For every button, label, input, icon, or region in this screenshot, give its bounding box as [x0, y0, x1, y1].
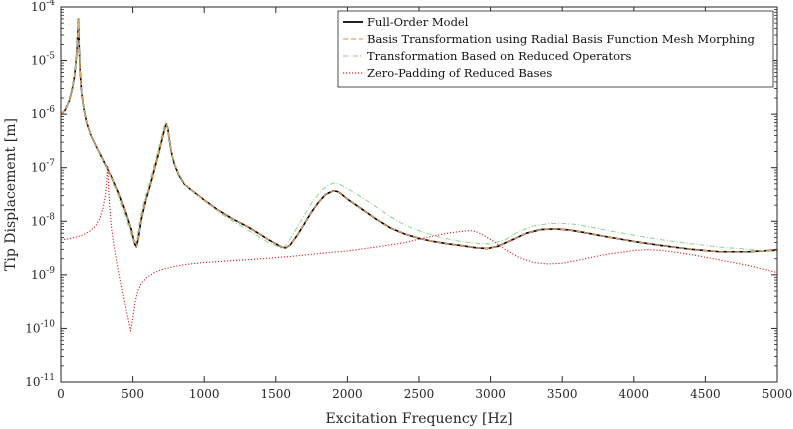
legend: Full-Order Model Basis Transformation usi… — [337, 10, 774, 88]
x-axis-ticks: 0 500 1000 1500 2000 2500 3000 3500 4000 4500 5000 — [57, 7, 792, 401]
x-tick-label: 2500 — [404, 387, 435, 401]
y-tick-label: 10-8 — [31, 212, 55, 228]
x-tick-label: 4500 — [690, 387, 721, 401]
y-tick-label: 10-4 — [31, 0, 55, 14]
x-tick-label: 1500 — [261, 387, 292, 401]
x-axis-label: Excitation Frequency [Hz] — [325, 411, 512, 427]
legend-items: Full-Order Model Basis Transformation usi… — [343, 15, 755, 80]
series-line-4 — [60, 164, 778, 332]
y-tick-label: 10-7 — [31, 159, 55, 175]
legend-label-4: Zero-Padding of Reduced Bases — [367, 66, 552, 80]
x-tick-label: 0 — [57, 387, 65, 401]
y-axis-label: Tip Displacement [m] — [3, 118, 19, 271]
legend-label-2: Basis Transformation using Radial Basis … — [367, 32, 755, 46]
x-tick-label: 3500 — [547, 387, 578, 401]
legend-box — [337, 10, 774, 88]
y-tick-label: 10-9 — [31, 266, 55, 282]
y-tick-label: 10-10 — [25, 319, 55, 335]
legend-label-1: Full-Order Model — [367, 15, 469, 29]
series-line-3 — [60, 18, 778, 253]
x-tick-label: 500 — [121, 387, 144, 401]
y-axis-ticks: 10-11 10-10 10-9 10-8 10-7 10-6 10-5 10-4 — [25, 0, 777, 389]
y-tick-label: 10-6 — [31, 105, 55, 121]
x-tick-label: 3000 — [475, 387, 506, 401]
y-tick-label: 10-11 — [25, 373, 55, 389]
series-line-2 — [60, 18, 778, 253]
x-tick-label: 4000 — [619, 387, 650, 401]
x-tick-label: 2000 — [332, 387, 363, 401]
series-group — [60, 18, 778, 332]
x-tick-label: 1000 — [189, 387, 220, 401]
y-tick-label: 10-5 — [31, 52, 55, 68]
x-tick-label: 5000 — [762, 387, 793, 401]
legend-label-3: Transformation Based on Reduced Operator… — [367, 49, 632, 63]
